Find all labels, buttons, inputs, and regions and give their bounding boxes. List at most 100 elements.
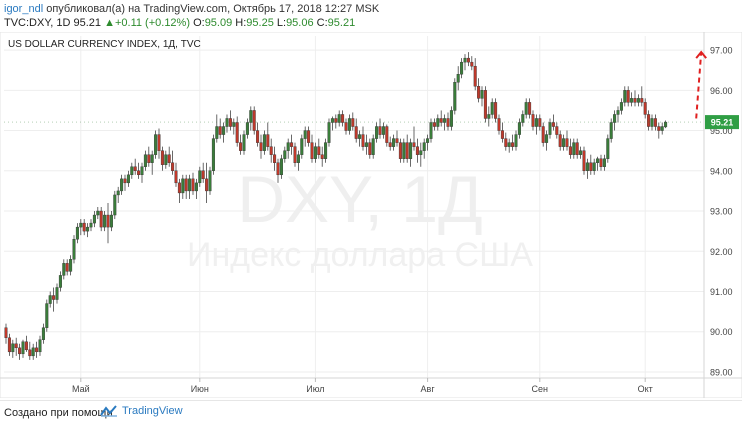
candle-body [626,90,630,103]
candle-body [443,118,447,123]
candle-body [568,146,572,155]
candle-body [616,110,620,115]
candle-body [86,226,90,232]
y-tick-label: 89.00 [710,367,733,377]
tradingview-label: TradingView [122,405,183,417]
candle-body [375,126,379,139]
candle-body [126,174,130,184]
candle-body [524,102,528,115]
candle-body [575,142,579,155]
candle-body [75,226,79,240]
candle-body [623,90,627,103]
y-tick-label: 90.00 [710,327,733,337]
time-axis[interactable]: Май Июн Июл Авг Сен Окт [0,377,742,394]
symbol-label: TVC:DXY, 1D [4,17,71,29]
candle-body [514,134,518,147]
candle-body [290,142,294,147]
candle-body [4,327,8,338]
candle-body [446,118,450,127]
candle-body [449,110,453,127]
chart-panel[interactable]: DXY, 1Д Индекс доллара США US DOLLAR CUR… [0,31,742,399]
candle-body [123,178,127,184]
change-value: +0.11 (+0.12%) [114,17,190,29]
last-price-badge [705,115,739,130]
candle-body [613,114,617,123]
candle-body [483,90,487,119]
candle-body [208,170,212,192]
candle-body [490,102,494,115]
candle-body [143,154,147,167]
y-tick-label: 97.00 [710,46,733,56]
candle-body [344,122,348,131]
candle-body [31,347,35,357]
candle-body [429,122,433,139]
candle-body [528,102,532,115]
candle-body [103,214,107,228]
candle-body [341,114,345,123]
x-tick-label: Окт [638,384,653,394]
candle-body [96,210,100,216]
candle-body [596,158,600,163]
candle-body [558,134,562,147]
candle-body [385,126,389,143]
candle-body [453,82,457,111]
candle-body [303,130,307,139]
candle-body [473,65,477,87]
candle-body [398,142,402,159]
candle-body [167,154,171,163]
candle-body [422,142,426,151]
close-value: 95.21 [327,17,356,29]
candle-body [517,122,521,135]
low-label: L: [276,17,287,29]
candle-body [256,130,260,143]
candle-body [273,154,277,163]
tradingview-brand[interactable]: TradingView [100,405,183,417]
candle-body [347,118,351,131]
candle-body [58,275,62,288]
candle-body [572,142,576,155]
candlestick-chart[interactable]: DXY, 1Д Индекс доллара США US DOLLAR CUR… [0,31,742,399]
footer: Создано при помощи TradingView [0,400,742,429]
candle-body [18,347,22,355]
last-price-tag: 95.21 [4,115,739,130]
candle-body [150,154,154,163]
candle-body [62,263,66,276]
candle-body [405,142,409,159]
candle-body [72,238,76,260]
candle-body [531,114,535,127]
candle-body [480,90,484,99]
candle-body [606,138,610,159]
candle-body [630,98,634,103]
high-label: H: [235,17,247,29]
candle-body [609,122,613,139]
candle-body [48,295,52,304]
candle-body [65,263,69,272]
candle-body [14,343,18,349]
candle-body [371,138,375,155]
candle-body [412,142,416,147]
candle-body [215,126,219,139]
candle-body [137,170,141,176]
candle-body [660,126,664,131]
price-axis[interactable]: 89.00 90.00 91.00 92.00 93.00 94.00 95.00 96.00… [703,32,733,398]
candle-body [521,114,525,123]
author-link[interactable]: igor_ndl [4,3,44,15]
candle-body [545,134,549,143]
candle-body [310,142,314,159]
candle-body [269,146,273,155]
candle-body [69,259,73,272]
candle-body [211,138,215,171]
candle-body [330,118,334,123]
candle-body [497,118,501,131]
chart-frame [0,31,742,399]
candle-body [218,126,222,135]
tradingview-logo-icon [100,405,117,417]
candle-body [55,287,59,300]
candle-body [147,154,151,163]
candle-body [113,194,117,216]
candle-body [235,122,239,143]
candle-body [415,146,419,155]
candle-body [551,122,555,127]
x-tick-label: Май [72,384,90,394]
candle-body [116,190,120,196]
